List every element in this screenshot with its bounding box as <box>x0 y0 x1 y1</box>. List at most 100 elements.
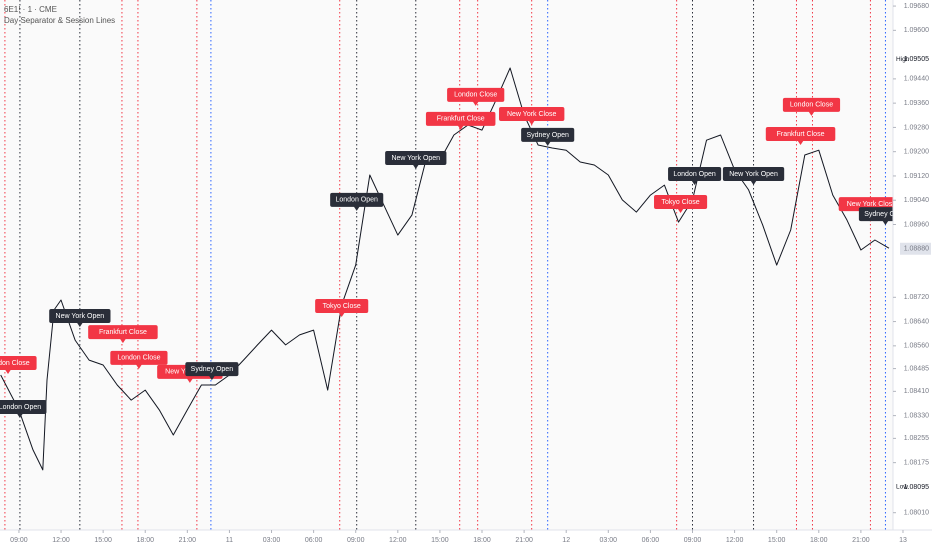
last-price: 1.08880 <box>904 246 929 253</box>
label-box <box>110 350 168 365</box>
label-text: London Open <box>0 404 41 411</box>
y-tick-label: 1.09200 <box>904 149 929 156</box>
session-label: London Close <box>110 350 168 369</box>
x-tick-label: 09:00 <box>684 537 702 544</box>
y-tick-label: 1.08330 <box>904 412 929 419</box>
x-tick-label: 13 <box>899 537 907 544</box>
label-pointer <box>691 180 698 186</box>
session-label: London Close <box>0 356 37 375</box>
x-tick-label: 06:00 <box>305 537 323 544</box>
session-label: London Close <box>782 97 841 116</box>
label-box <box>185 362 239 377</box>
label-text: Frankfurt Close <box>437 116 485 123</box>
x-tick-label: 09:00 <box>347 537 365 544</box>
session-label: Frankfurt Close <box>88 325 158 344</box>
session-label: New York Open <box>49 309 111 328</box>
y-tick-label: 1.09360 <box>904 100 929 107</box>
label-text: Sydney Open <box>526 132 569 139</box>
session-label: London Open <box>0 400 47 419</box>
label-pointer <box>208 375 215 381</box>
x-tick-label: 11 <box>226 537 233 544</box>
x-tick-label: 21:00 <box>852 537 870 544</box>
session-label: Tokyo Close <box>654 194 708 213</box>
y-tick-label: 1.09600 <box>904 27 929 34</box>
x-tick-label: 12:00 <box>52 537 70 544</box>
label-pointer <box>353 206 360 211</box>
label-text: London Open <box>673 171 716 178</box>
label-box <box>722 167 785 182</box>
y-tick-label: 1.08010 <box>904 510 929 517</box>
label-box <box>0 356 37 371</box>
axes: 1.09680 1.09600 1.09440 1.09360 1.09280 1.092… <box>10 3 932 544</box>
x-tick-label: 21:00 <box>179 537 197 544</box>
session-label: Frankfurt Close <box>425 111 496 130</box>
label-box <box>425 111 496 126</box>
x-tick-label: 15:00 <box>768 537 786 544</box>
session-label: Frankfurt Close <box>765 127 836 146</box>
y-tick-label: 1.08410 <box>904 388 929 395</box>
x-tick-label: 03:00 <box>263 537 281 544</box>
plot: London Close London Open New York Open Fran… <box>0 0 912 530</box>
label-box <box>498 106 565 121</box>
chart-title: 6E1! · 1 · CME <box>4 5 57 14</box>
last-price-box <box>900 242 931 255</box>
high-name: High <box>896 56 910 63</box>
y-tick-label: 1.08485 <box>904 365 929 372</box>
label-pointer <box>457 125 464 130</box>
label-box <box>0 400 47 415</box>
label-box <box>385 150 447 165</box>
label-box <box>49 309 111 324</box>
label-pointer <box>677 208 684 213</box>
label-text: New York Open <box>56 313 105 320</box>
time-axis <box>0 530 932 550</box>
label-box <box>521 127 575 142</box>
y-tick-label: 1.09120 <box>904 173 929 180</box>
x-tick-label: 06:00 <box>642 537 660 544</box>
session-label: London Open <box>668 167 722 186</box>
session-label: New York Open <box>722 167 785 186</box>
y-tick-label: 1.08640 <box>904 318 929 325</box>
x-tick-label: 15:00 <box>94 537 112 544</box>
label-pointer <box>186 378 193 383</box>
high-value: 1.09505 <box>904 56 929 63</box>
session-label: Sydney Open <box>521 127 575 146</box>
label-text: London Close <box>454 92 497 99</box>
label-text: New York Close <box>847 201 897 208</box>
y-tick-label: 1.08255 <box>904 435 929 442</box>
session-label: Tokyo Close <box>315 299 369 318</box>
label-text: Tokyo Close <box>662 199 700 206</box>
price-axis <box>893 0 932 550</box>
session-label: New York Close <box>498 106 565 125</box>
label-text: London Close <box>0 360 30 367</box>
y-tick-label: 1.08960 <box>904 221 929 228</box>
x-tick-label: 12:00 <box>726 537 744 544</box>
label-pointer <box>135 364 142 369</box>
session-label: London Open <box>330 192 384 211</box>
y-tick-label: 1.08560 <box>904 343 929 350</box>
label-text: London Close <box>117 355 160 362</box>
session-label: Sydney Open <box>185 362 239 381</box>
x-tick-label: 21:00 <box>515 537 533 544</box>
x-tick-label: 12:00 <box>389 537 407 544</box>
session-label: New York Open <box>385 150 447 169</box>
label-pointer <box>412 164 419 169</box>
label-text: London Close <box>790 102 833 109</box>
label-pointer <box>472 101 479 106</box>
y-tick-label: 1.09040 <box>904 197 929 204</box>
label-box <box>447 87 505 102</box>
label-box <box>88 325 158 340</box>
label-pointer <box>544 141 551 146</box>
high-box <box>894 53 932 66</box>
x-tick-label: 18:00 <box>136 537 154 544</box>
label-box <box>782 97 841 112</box>
low-box <box>894 480 932 493</box>
label-text: Frankfurt Close <box>777 131 825 138</box>
label-text: New York Close <box>507 111 557 118</box>
y-tick-label: 1.08720 <box>904 294 929 301</box>
x-tick-label: 09:00 <box>10 537 28 544</box>
y-tick-label: 1.09440 <box>904 76 929 83</box>
label-pointer <box>16 413 23 419</box>
label-pointer <box>4 369 11 375</box>
